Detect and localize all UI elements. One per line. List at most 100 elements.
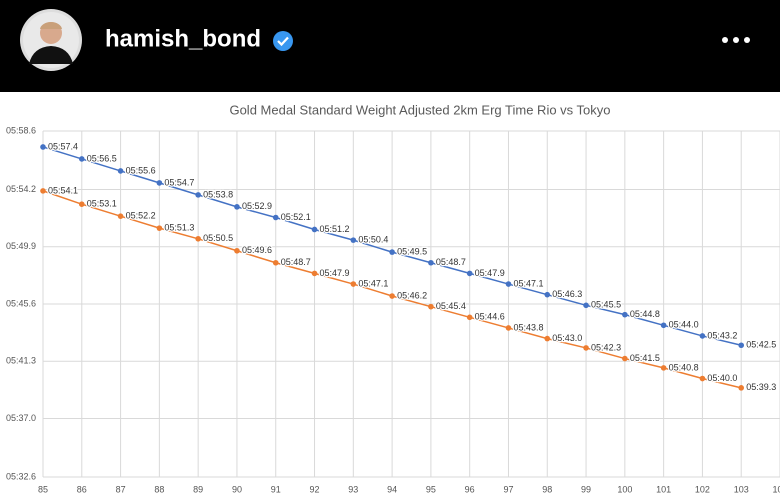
data-label: 05:46.3	[552, 289, 582, 299]
data-point	[389, 293, 395, 299]
data-point	[466, 314, 473, 321]
data-point	[428, 259, 434, 266]
x-tick-label: 99	[581, 484, 591, 494]
data-label: 05:53.1	[87, 199, 117, 209]
y-tick-label: 05:49.9	[6, 241, 36, 251]
data-point	[660, 322, 667, 329]
y-tick-label: 05:41.3	[6, 356, 36, 366]
x-tick-label: 97	[503, 484, 513, 494]
x-tick-label: 103	[734, 484, 749, 494]
x-tick-label: 91	[271, 484, 281, 494]
data-point	[117, 213, 124, 219]
data-label: 05:44.0	[669, 320, 699, 330]
data-point	[350, 281, 357, 287]
data-point	[40, 144, 46, 150]
x-tick-label: 93	[348, 484, 358, 494]
data-point	[660, 365, 667, 371]
data-point	[583, 302, 589, 309]
data-point	[699, 333, 706, 339]
data-point	[156, 180, 163, 186]
data-label: 05:49.5	[397, 246, 427, 256]
x-tick-label: 94	[387, 484, 397, 494]
data-label: 05:45.4	[436, 301, 466, 311]
y-tick-label: 05:58.6	[6, 125, 36, 135]
data-label: 05:44.6	[475, 312, 505, 322]
data-label: 05:52.9	[242, 201, 272, 211]
x-tick-label: 92	[310, 484, 320, 494]
data-label: 05:41.5	[630, 353, 660, 363]
header-bar	[0, 0, 780, 92]
y-tick-label: 05:32.6	[6, 471, 36, 481]
data-label: 05:48.7	[281, 257, 311, 267]
data-label: 05:43.2	[707, 330, 737, 340]
data-label: 05:55.6	[126, 165, 156, 175]
x-tick-label: 95	[426, 484, 436, 494]
data-point	[505, 281, 512, 287]
data-point	[234, 247, 240, 254]
data-point	[505, 325, 512, 331]
data-point	[466, 270, 473, 277]
verified-badge	[273, 31, 293, 51]
x-tick-label: 85	[38, 484, 48, 494]
data-point	[738, 385, 745, 391]
data-point	[622, 311, 628, 318]
data-point	[272, 214, 279, 221]
username[interactable]: hamish_bond	[105, 25, 261, 52]
data-point	[428, 303, 434, 310]
x-tick-label: 90	[232, 484, 242, 494]
data-point	[311, 270, 318, 277]
data-point	[583, 345, 589, 351]
data-label: 05:44.8	[630, 309, 660, 319]
data-point	[40, 188, 46, 194]
data-label: 05:47.9	[320, 268, 350, 278]
data-point	[622, 355, 628, 362]
data-point	[699, 375, 706, 382]
data-point	[389, 249, 395, 255]
data-label: 05:47.1	[513, 278, 543, 288]
avatar[interactable]	[20, 9, 82, 71]
x-tick-label: 89	[193, 484, 203, 494]
data-label: 05:57.4	[48, 141, 78, 151]
data-label: 05:43.8	[513, 322, 543, 332]
data-label: 05:42.5	[746, 340, 776, 350]
data-point	[234, 204, 240, 210]
x-tick-label: 86	[77, 484, 87, 494]
data-label: 05:54.1	[48, 185, 78, 195]
data-point	[195, 235, 201, 242]
data-label: 05:56.5	[87, 153, 117, 163]
x-tick-label: 104	[772, 484, 780, 494]
data-point	[544, 335, 551, 342]
x-tick-label: 87	[116, 484, 126, 494]
data-label: 05:52.2	[126, 211, 156, 221]
data-label: 05:54.7	[164, 177, 194, 187]
y-tick-label: 05:45.6	[6, 298, 36, 308]
data-label: 05:40.0	[707, 373, 737, 383]
x-tick-label: 98	[542, 484, 552, 494]
data-point	[350, 237, 357, 243]
data-label: 05:40.8	[669, 362, 699, 372]
data-point	[311, 226, 318, 233]
more-options[interactable]	[722, 37, 750, 43]
x-tick-label: 101	[656, 484, 671, 494]
x-tick-label: 96	[465, 484, 475, 494]
data-label: 05:46.2	[397, 290, 427, 300]
data-label: 05:53.8	[203, 189, 233, 199]
data-point	[78, 156, 85, 162]
data-label: 05:42.3	[591, 342, 621, 352]
data-label: 05:51.2	[320, 224, 350, 234]
y-tick-label: 05:54.2	[6, 184, 36, 194]
data-label: 05:39.3	[746, 382, 776, 392]
data-label: 05:47.9	[475, 268, 505, 278]
chart-title: Gold Medal Standard Weight Adjusted 2km …	[229, 102, 610, 117]
data-label: 05:43.0	[552, 333, 582, 343]
data-point	[117, 168, 124, 174]
data-label: 05:47.1	[358, 278, 388, 288]
data-point	[272, 259, 279, 266]
data-label: 05:51.3	[164, 223, 194, 233]
data-point	[738, 342, 745, 349]
data-label: 05:45.5	[591, 300, 621, 310]
data-point	[78, 201, 85, 207]
x-tick-label: 88	[154, 484, 164, 494]
